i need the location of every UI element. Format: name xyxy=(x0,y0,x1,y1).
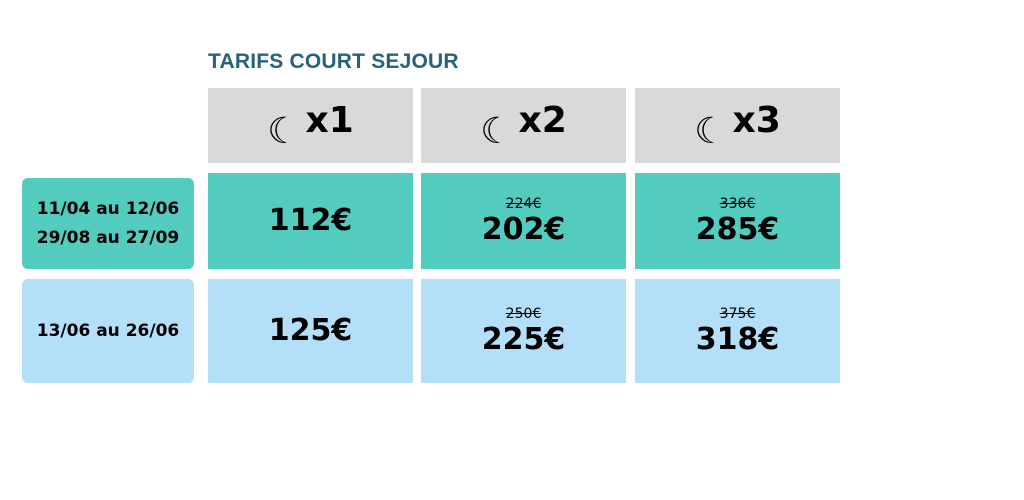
period-dates: 13/06 au 26/06 xyxy=(36,320,180,341)
page-title: TARIFS COURT SEJOUR xyxy=(208,50,459,73)
period-label-2: 13/06 au 26/06 xyxy=(22,279,194,383)
price-cell: 375€ 318€ xyxy=(635,279,840,383)
old-price: 250€ xyxy=(505,306,542,322)
night-count: x3 xyxy=(732,100,781,141)
price-cell: 112€ xyxy=(208,173,413,269)
period-dates: 11/04 au 12/06 xyxy=(36,199,180,220)
price-cell: 250€ 225€ xyxy=(421,279,626,383)
price: 202€ xyxy=(481,212,566,247)
period-label-1: 11/04 au 12/06 29/08 au 27/09 xyxy=(22,178,194,269)
moon-icon: ☾ xyxy=(694,110,727,152)
header-3-nights: ☾ x3 xyxy=(635,88,840,163)
night-count: x1 xyxy=(305,100,354,141)
price: 125€ xyxy=(268,313,353,348)
old-price: 375€ xyxy=(719,306,756,322)
price: 225€ xyxy=(481,322,566,357)
price-cell: 224€ 202€ xyxy=(421,173,626,269)
header-1-night: ☾ x1 xyxy=(208,88,413,163)
price: 285€ xyxy=(695,212,780,247)
night-count: x2 xyxy=(518,100,567,141)
header-2-nights: ☾ x2 xyxy=(421,88,626,163)
price: 318€ xyxy=(695,322,780,357)
old-price: 336€ xyxy=(719,196,756,212)
moon-icon: ☾ xyxy=(267,110,300,152)
price-cell: 125€ xyxy=(208,279,413,383)
old-price: 224€ xyxy=(505,196,542,212)
price-cell: 336€ 285€ xyxy=(635,173,840,269)
period-dates: 29/08 au 27/09 xyxy=(36,227,180,248)
price: 112€ xyxy=(268,203,353,238)
moon-icon: ☾ xyxy=(480,110,513,152)
